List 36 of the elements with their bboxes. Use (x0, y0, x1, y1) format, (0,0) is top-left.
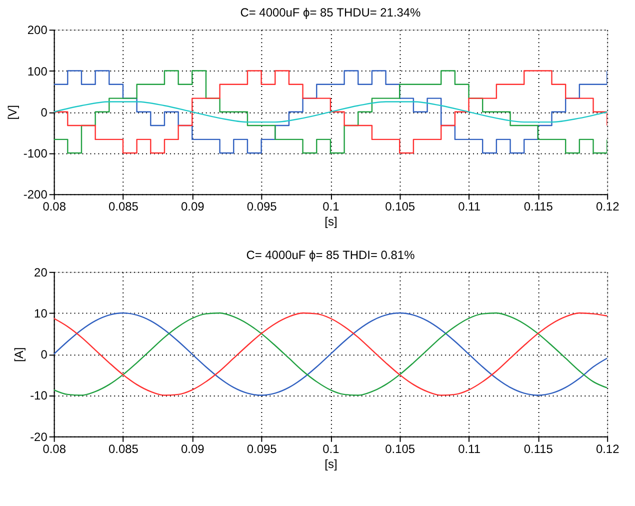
line-series (54, 101, 608, 123)
x-tick-label: 0.08 (42, 200, 66, 214)
y-axis-title: [V] (5, 105, 20, 120)
x-tick-label: 0.085 (108, 200, 139, 214)
chart-title: C= 4000uF ϕ= 85 THDU= 21.34% (240, 6, 422, 20)
y-tick-label: 200 (27, 23, 48, 38)
x-tick-label: 0.1 (322, 442, 340, 456)
y-tick-label: -20 (30, 430, 48, 444)
y-tick-label: 0 (40, 348, 48, 362)
line-series (54, 312, 608, 396)
x-tick-label: 0.115 (524, 200, 554, 214)
x-tick-label: 0.1 (322, 200, 340, 214)
y-tick-label: 0 (40, 105, 48, 120)
y-tick-label: 10 (34, 306, 48, 320)
x-tick-label: 0.08 (42, 442, 66, 456)
x-tick-label: 0.12 (596, 442, 620, 456)
x-tick-label: 0.105 (385, 442, 416, 456)
y-tick-label: 100 (27, 64, 48, 78)
y-tick-label: -100 (23, 146, 48, 161)
x-tick-label: 0.09 (181, 200, 205, 214)
y-axis-title: [A] (12, 347, 26, 362)
x-tick-label: 0.085 (108, 442, 139, 456)
x-axis-title: [s] (324, 214, 338, 229)
y-tick-label: 20 (34, 265, 48, 280)
x-axis-title: [s] (324, 456, 338, 471)
x-tick-label: 0.12 (596, 200, 620, 214)
x-tick-label: 0.105 (385, 200, 416, 214)
x-tick-label: 0.115 (524, 442, 554, 456)
chart-title: C= 4000uF ϕ= 85 THDI= 0.81% (246, 248, 416, 262)
y-tick-label: -10 (30, 388, 48, 403)
x-tick-label: 0.11 (458, 200, 481, 214)
x-tick-label: 0.09 (181, 442, 205, 456)
y-tick-label: -200 (23, 188, 48, 202)
x-tick-label: 0.11 (458, 442, 481, 456)
x-tick-label: 0.095 (246, 442, 278, 456)
x-tick-label: 0.095 (246, 200, 278, 214)
